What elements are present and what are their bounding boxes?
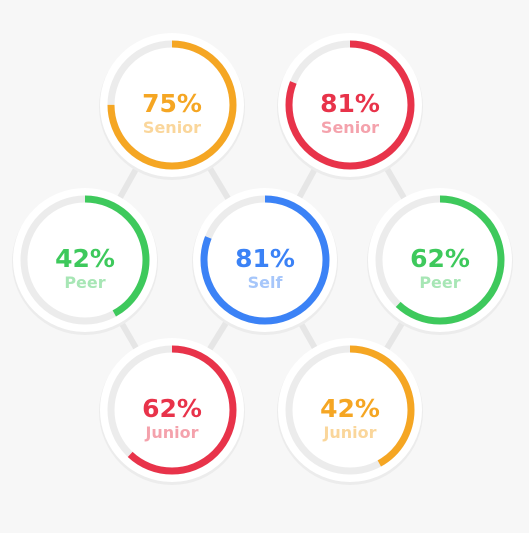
progress-arc	[375, 195, 505, 325]
role-label: Self	[248, 273, 284, 292]
percent: 62%	[410, 244, 470, 273]
ring-card: 75%Senior	[99, 33, 245, 180]
role-label: Senior	[143, 118, 201, 137]
card	[100, 338, 244, 482]
percent: 42%	[55, 244, 115, 273]
ring-card: 62%Junior	[99, 338, 245, 485]
card	[13, 188, 157, 332]
role-label: Senior	[321, 118, 379, 137]
progress-arc	[285, 345, 415, 475]
card	[100, 33, 244, 177]
progress-arc	[107, 345, 237, 475]
progress-arc	[200, 195, 330, 325]
ring-card: 42%Peer	[12, 188, 158, 335]
percent: 75%	[142, 89, 202, 118]
card	[278, 338, 422, 482]
percent: 62%	[142, 394, 202, 423]
ring-card: 42%Junior	[277, 338, 423, 485]
percent: 81%	[320, 89, 380, 118]
ring-card: 81%Self	[192, 188, 338, 335]
role-label: Junior	[322, 423, 376, 442]
ring-card: 81%Senior	[277, 33, 423, 180]
progress-arc	[285, 40, 415, 170]
card	[278, 33, 422, 177]
percent: 42%	[320, 394, 380, 423]
role-label: Peer	[419, 273, 460, 292]
card	[368, 188, 512, 332]
progress-arc	[107, 40, 237, 170]
card	[193, 188, 337, 332]
role-label: Junior	[144, 423, 198, 442]
progress-arc	[20, 195, 150, 325]
ring-card: 62%Peer	[367, 188, 513, 335]
role-label: Peer	[64, 273, 105, 292]
percent: 81%	[235, 244, 295, 273]
